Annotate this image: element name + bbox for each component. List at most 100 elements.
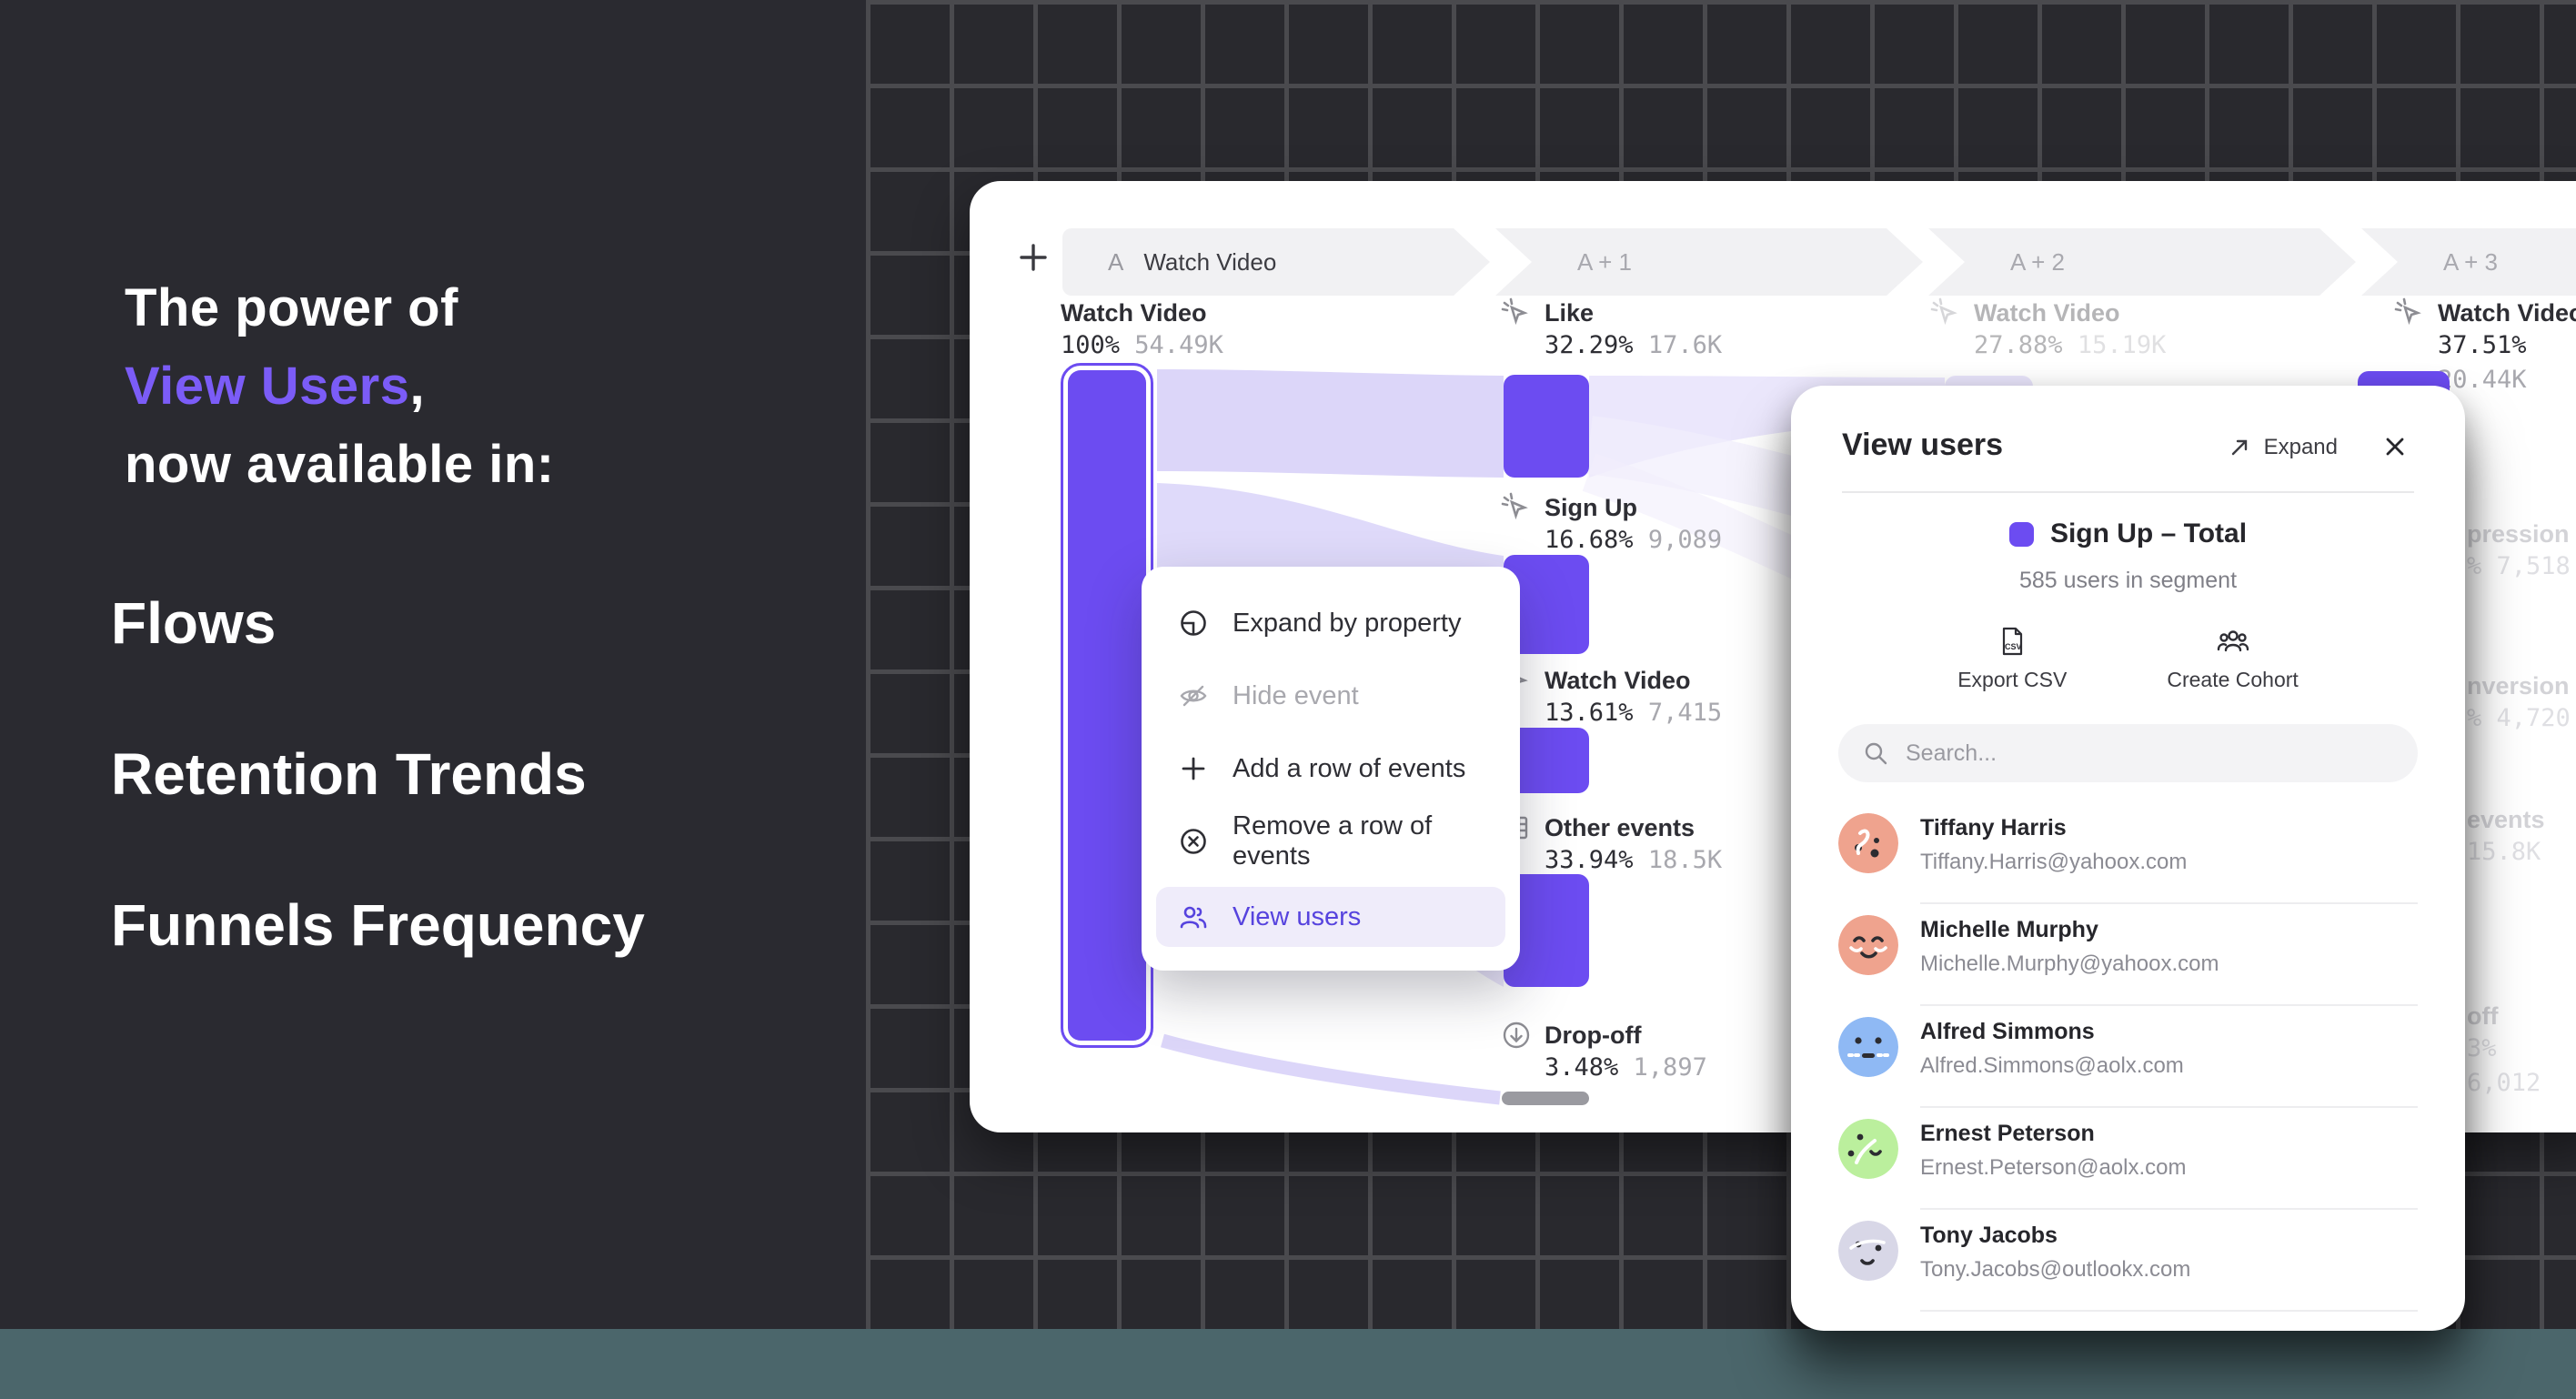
event-label-other-events[interactable]: Other events 33.94% 18.5K: [1499, 812, 1722, 878]
event-count: 17.6K: [1647, 331, 1723, 359]
event-percent: 100%: [1061, 331, 1121, 359]
bar-watch-video-selected[interactable]: [1061, 363, 1153, 1048]
user-row-michelle-murphy[interactable]: Michelle Murphy Michelle.Murphy@yahoox.c…: [1791, 904, 2465, 1006]
event-title: Sign Up: [1545, 494, 1637, 521]
cutoff-label-events: events 15.8K: [2467, 804, 2545, 870]
arrow-down-circle-icon: [1503, 1022, 1530, 1049]
tab-label: Watch Video: [1143, 247, 1277, 276]
user-email: Michelle.Murphy@yahoox.com: [1920, 951, 2219, 976]
create-cohort-button[interactable]: Create Cohort: [2167, 624, 2299, 692]
menu-item-label: Remove a row of events: [1233, 811, 1433, 871]
user-name: Ernest Peterson: [1920, 1121, 2095, 1146]
search-box[interactable]: [1838, 724, 2418, 782]
cursor-click-icon: [2394, 297, 2421, 326]
menu-item-label: Add a row of events: [1233, 753, 1466, 783]
event-label-watch-video-a3[interactable]: Watch Video 37.51% 20.44K: [2392, 297, 2576, 398]
event-title: Watch Video: [1545, 667, 1691, 694]
add-step-button[interactable]: [1010, 234, 1057, 281]
avatar: [1838, 915, 1898, 975]
event-count: 7,415: [1647, 699, 1723, 727]
export-csv-button[interactable]: CSV Export CSV: [1957, 624, 2067, 692]
event-context-menu: Expand by property Hide event Add a row …: [1142, 567, 1520, 971]
event-title: Like: [1545, 299, 1595, 327]
event-label-watch-video-a[interactable]: Watch Video 100% 54.49K: [1061, 297, 1223, 363]
cutoff-stat: % 7,518: [2467, 552, 2571, 580]
panel-title: View users: [1842, 428, 2004, 462]
headline: The power of View Users, now available i…: [125, 269, 555, 504]
user-name: Tony Jacobs: [1920, 1223, 2058, 1248]
headline-comma: ,: [409, 357, 426, 416]
panel-actions: CSV Export CSV Create Cohort: [1791, 624, 2465, 692]
divider: [1920, 902, 2418, 904]
cutoff-stat: 3% 6,012: [2467, 1034, 2541, 1097]
event-count: 9,089: [1647, 526, 1723, 554]
headline-line3: now available in:: [125, 435, 555, 494]
menu-item-expand-by-property[interactable]: Expand by property: [1156, 587, 1505, 659]
divider: [1920, 1310, 2418, 1312]
user-list: Tiffany Harris Tiffany.Harris@yahoox.com…: [1791, 802, 2465, 1312]
event-title: Other events: [1545, 814, 1696, 841]
arrow-up-right-icon: [2231, 439, 2247, 456]
feature-funnels-frequency: Funnels Frequency: [111, 892, 645, 958]
expand-label: Expand: [2263, 435, 2338, 459]
event-label-watch-video-a2[interactable]: Watch Video 27.88% 15.19K: [1928, 297, 2166, 363]
user-row-tiffany-harris[interactable]: Tiffany Harris Tiffany.Harris@yahoox.com: [1791, 802, 2465, 904]
cursor-click-icon: [1930, 297, 1957, 326]
event-percent: 33.94%: [1545, 846, 1634, 874]
feature-flows: Flows: [111, 590, 277, 656]
export-csv-label: Export CSV: [1957, 668, 2068, 691]
avatar: [1838, 813, 1898, 873]
event-percent: 3.48%: [1545, 1053, 1619, 1082]
event-percent: 37.51%: [2438, 331, 2527, 359]
user-email: Tiffany.Harris@yahoox.com: [1920, 850, 2188, 874]
event-label-drop-off[interactable]: Drop-off 3.48% 1,897: [1499, 1020, 1707, 1085]
plus-icon: [1182, 757, 1205, 780]
menu-item-add-row[interactable]: Add a row of events: [1156, 732, 1505, 805]
search-icon: [1865, 742, 1887, 765]
event-title: Watch Video: [1974, 299, 2120, 327]
segment-color-swatch: [2008, 521, 2034, 547]
search-input[interactable]: [1906, 740, 2394, 767]
tab-a-plus-2[interactable]: A + 2: [1928, 228, 2356, 296]
feature-retention-trends: Retention Trends: [111, 741, 587, 807]
menu-item-hide-event[interactable]: Hide event: [1156, 659, 1505, 732]
event-label-like[interactable]: Like 32.29% 17.6K: [1499, 297, 1722, 363]
avatar: [1838, 1221, 1898, 1281]
cutoff-title: pression: [2467, 520, 2570, 548]
bar-drop-off[interactable]: [1502, 1092, 1589, 1105]
event-label-sign-up[interactable]: Sign Up 16.68% 9,089: [1499, 492, 1722, 558]
menu-item-label: Hide event: [1233, 680, 1359, 710]
svg-text:CSV: CSV: [2005, 642, 2022, 651]
segment-row: Sign Up – Total: [1791, 518, 2465, 549]
user-row-tony-jacobs[interactable]: Tony Jacobs Tony.Jacobs@outlookx.com: [1791, 1210, 2465, 1312]
cursor-click-icon: [1501, 297, 1528, 326]
user-email: Ernest.Peterson@aolx.com: [1920, 1155, 2187, 1180]
cursor-click-icon: [1501, 492, 1528, 520]
user-row-ernest-peterson[interactable]: Ernest Peterson Ernest.Peterson@aolx.com: [1791, 1108, 2465, 1210]
divider: [1920, 1106, 2418, 1108]
event-percent: 16.68%: [1545, 526, 1634, 554]
headline-line1: The power of: [125, 278, 458, 337]
circle-x-icon: [1181, 829, 1206, 854]
tab-a-plus-1[interactable]: A + 1: [1495, 228, 1923, 296]
menu-item-remove-row[interactable]: Remove a row of events: [1156, 805, 1505, 878]
expand-button[interactable]: Expand: [2228, 435, 2338, 460]
user-email: Alfred.Simmons@aolx.com: [1920, 1053, 2184, 1078]
user-name: Tiffany Harris: [1920, 815, 2067, 840]
event-label-watch-video-row[interactable]: Watch Video 13.61% 7,415: [1499, 665, 1722, 730]
event-count: 18.5K: [1647, 846, 1723, 874]
headline-highlight: View Users: [125, 357, 410, 416]
plus-icon: [1020, 244, 1047, 271]
avatar: [1838, 1017, 1898, 1077]
user-row-alfred-simmons[interactable]: Alfred Simmons Alfred.Simmons@aolx.com: [1791, 1006, 2465, 1108]
view-users-panel: View users Expand Sign Up – Total 585 us…: [1791, 386, 2465, 1331]
close-icon[interactable]: [2380, 431, 2410, 462]
bar-like[interactable]: [1504, 375, 1589, 478]
event-percent: 13.61%: [1545, 699, 1634, 727]
segment-subtitle: 585 users in segment: [2018, 568, 2238, 593]
menu-item-view-users[interactable]: View users: [1156, 887, 1505, 947]
cutoff-stat: 15.8K: [2467, 838, 2541, 866]
tab-watch-video[interactable]: A Watch Video: [1062, 228, 1490, 296]
cutoff-title: nversion: [2467, 672, 2570, 700]
